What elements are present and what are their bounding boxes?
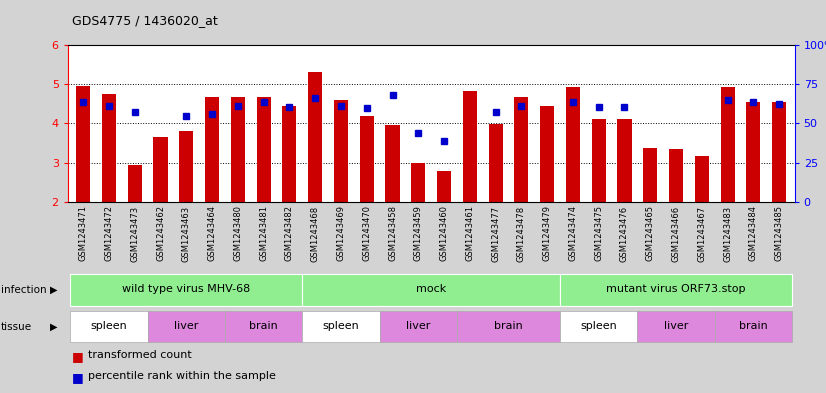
Text: ■: ■ [72, 371, 83, 384]
Text: GSM1243474: GSM1243474 [568, 206, 577, 261]
Text: GSM1243471: GSM1243471 [78, 206, 88, 261]
Bar [257, 97, 271, 202]
Text: spleen: spleen [91, 321, 127, 331]
Bar [205, 97, 219, 202]
Text: GSM1243459: GSM1243459 [414, 206, 423, 261]
Bar [720, 87, 734, 202]
Text: GSM1243461: GSM1243461 [465, 206, 474, 261]
Bar [746, 102, 761, 202]
Bar [638, 311, 714, 342]
Bar [488, 124, 503, 202]
Bar [714, 311, 792, 342]
Text: transformed count: transformed count [88, 350, 192, 360]
Bar [560, 274, 792, 306]
Text: ■: ■ [72, 350, 83, 363]
Bar [669, 149, 683, 202]
Text: percentile rank within the sample: percentile rank within the sample [88, 371, 276, 381]
Bar [591, 119, 605, 202]
Text: infection: infection [1, 285, 46, 295]
Text: brain: brain [494, 321, 523, 331]
Text: GSM1243478: GSM1243478 [517, 206, 526, 262]
Text: GSM1243482: GSM1243482 [285, 206, 294, 261]
Bar [128, 165, 142, 202]
Text: GSM1243463: GSM1243463 [182, 206, 191, 262]
Text: GSM1243462: GSM1243462 [156, 206, 165, 261]
Bar [302, 311, 380, 342]
Text: ▶: ▶ [50, 321, 57, 332]
Text: GSM1243476: GSM1243476 [620, 206, 629, 262]
Text: GSM1243485: GSM1243485 [775, 206, 784, 261]
Bar [457, 311, 560, 342]
Bar [695, 156, 709, 202]
Bar [617, 119, 632, 202]
Bar [225, 311, 302, 342]
Text: GSM1243475: GSM1243475 [594, 206, 603, 261]
Bar [643, 148, 657, 202]
Text: ▶: ▶ [50, 285, 57, 295]
Bar [302, 274, 560, 306]
Text: liver: liver [664, 321, 688, 331]
Text: GSM1243480: GSM1243480 [234, 206, 242, 261]
Bar [359, 116, 374, 202]
Text: GSM1243473: GSM1243473 [131, 206, 140, 262]
Text: GSM1243458: GSM1243458 [388, 206, 397, 261]
Text: GSM1243479: GSM1243479 [543, 206, 552, 261]
Text: GSM1243472: GSM1243472 [104, 206, 113, 261]
Bar [148, 311, 225, 342]
Bar [179, 131, 193, 202]
Text: spleen: spleen [323, 321, 359, 331]
Bar [772, 102, 786, 202]
Bar [463, 91, 477, 202]
Text: GSM1243464: GSM1243464 [207, 206, 216, 261]
Bar [154, 137, 168, 202]
Bar [411, 163, 425, 202]
Bar [70, 311, 148, 342]
Bar [308, 72, 322, 202]
Bar [70, 274, 302, 306]
Text: GSM1243465: GSM1243465 [646, 206, 655, 261]
Bar [566, 87, 580, 202]
Text: wild type virus MHV-68: wild type virus MHV-68 [122, 285, 250, 294]
Text: GSM1243460: GSM1243460 [439, 206, 449, 261]
Text: liver: liver [174, 321, 198, 331]
Bar [76, 86, 90, 202]
Text: spleen: spleen [581, 321, 617, 331]
Text: mutant virus ORF73.stop: mutant virus ORF73.stop [606, 285, 746, 294]
Bar [540, 106, 554, 202]
Text: GDS4775 / 1436020_at: GDS4775 / 1436020_at [72, 14, 217, 27]
Text: GSM1243477: GSM1243477 [491, 206, 500, 262]
Text: mock: mock [416, 285, 446, 294]
Bar [515, 97, 529, 202]
Text: brain: brain [249, 321, 278, 331]
Text: GSM1243468: GSM1243468 [311, 206, 320, 262]
Text: GSM1243466: GSM1243466 [672, 206, 681, 262]
Text: GSM1243469: GSM1243469 [336, 206, 345, 261]
Text: tissue: tissue [1, 321, 32, 332]
Bar [560, 311, 638, 342]
Text: GSM1243467: GSM1243467 [697, 206, 706, 262]
Text: liver: liver [406, 321, 430, 331]
Text: GSM1243470: GSM1243470 [363, 206, 371, 261]
Bar [282, 106, 297, 202]
Text: GSM1243483: GSM1243483 [723, 206, 732, 262]
Text: GSM1243484: GSM1243484 [749, 206, 758, 261]
Bar [230, 97, 245, 202]
Text: brain: brain [739, 321, 767, 331]
Bar [437, 171, 451, 202]
Bar [386, 125, 400, 202]
Bar [334, 100, 348, 202]
Text: GSM1243481: GSM1243481 [259, 206, 268, 261]
Bar [380, 311, 457, 342]
Bar [102, 94, 116, 202]
